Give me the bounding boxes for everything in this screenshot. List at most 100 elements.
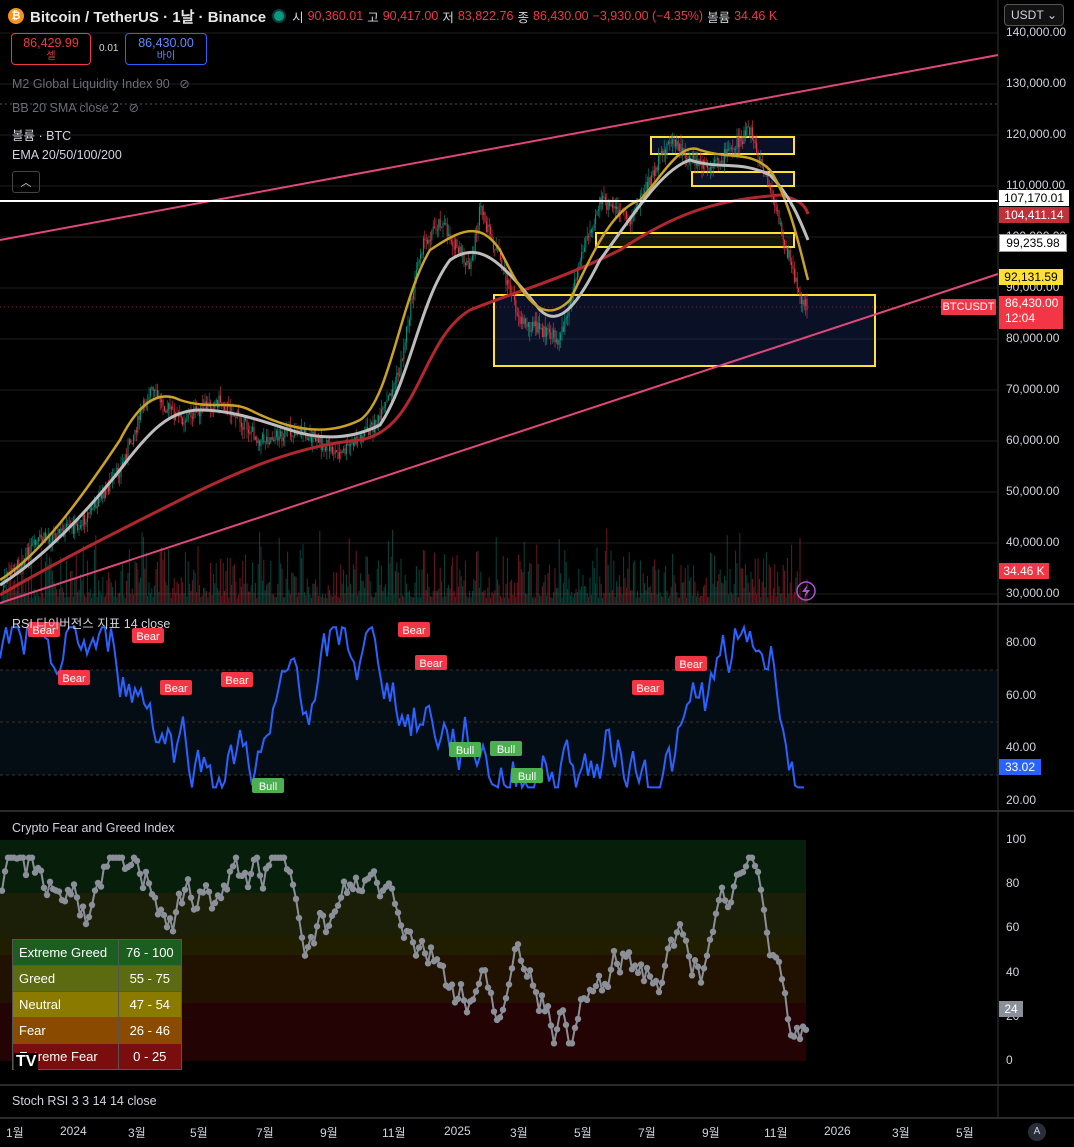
fng-dot bbox=[181, 886, 189, 893]
candle bbox=[742, 141, 744, 144]
eye-hidden-icon[interactable]: ⊘ bbox=[128, 101, 139, 115]
candle bbox=[635, 203, 637, 208]
candle bbox=[760, 158, 762, 163]
candle bbox=[674, 139, 676, 147]
fng-dot bbox=[142, 868, 150, 876]
fng-dot bbox=[349, 885, 357, 893]
candlesticks bbox=[1, 120, 808, 592]
bear-label bbox=[415, 655, 447, 670]
candle bbox=[796, 277, 798, 289]
indicator-ema[interactable]: EMA 20/50/100/200 bbox=[12, 148, 122, 162]
volume-bar bbox=[107, 572, 109, 603]
candle bbox=[567, 316, 569, 318]
volume-bar bbox=[560, 573, 562, 603]
volume-bar bbox=[191, 580, 193, 603]
candle bbox=[519, 316, 521, 324]
candle bbox=[763, 167, 765, 172]
volume-bar bbox=[634, 560, 636, 603]
fng-dot bbox=[748, 854, 756, 861]
candle bbox=[606, 200, 608, 210]
collapse-indicators-button[interactable]: ︿ bbox=[12, 171, 40, 193]
indicator-volume[interactable]: 볼륨 · BTC bbox=[12, 129, 72, 143]
candle bbox=[380, 409, 382, 420]
volume-bar bbox=[274, 596, 276, 603]
fng-dot bbox=[439, 962, 447, 970]
volume-bar bbox=[238, 594, 240, 603]
buy-button[interactable]: 86,430.00 바이 bbox=[125, 33, 207, 65]
channel-upper-line bbox=[0, 54, 999, 241]
fng-dot bbox=[304, 943, 312, 951]
candle bbox=[589, 229, 591, 236]
volume-bar bbox=[236, 597, 238, 603]
volume-bar bbox=[793, 591, 795, 603]
candle bbox=[613, 206, 615, 208]
candle bbox=[561, 326, 563, 334]
volume-bar bbox=[117, 593, 119, 603]
volume-bar bbox=[526, 594, 528, 603]
candle bbox=[798, 288, 800, 293]
volume-bar bbox=[617, 586, 619, 603]
volume-bar bbox=[175, 592, 177, 603]
volume-bar bbox=[383, 587, 385, 603]
bear-label bbox=[632, 680, 664, 695]
candle bbox=[579, 260, 581, 267]
candle bbox=[537, 322, 539, 333]
candle bbox=[701, 160, 703, 169]
fng-dots bbox=[0, 854, 810, 1047]
candle bbox=[211, 407, 213, 410]
volume-bar bbox=[12, 581, 14, 603]
indicator-stoch[interactable]: Stoch RSI 3 3 14 14 close bbox=[12, 1094, 157, 1108]
fng-dot bbox=[640, 977, 648, 985]
tradingview-logo[interactable]: TV bbox=[14, 1053, 39, 1071]
bear-label bbox=[675, 656, 707, 671]
fng-dot bbox=[394, 909, 402, 916]
volume-bar bbox=[249, 591, 251, 603]
volume-bar bbox=[197, 546, 199, 603]
fng-dot bbox=[352, 874, 360, 881]
fng-dot bbox=[535, 1007, 543, 1015]
candle bbox=[467, 260, 469, 263]
volume-bar bbox=[126, 580, 128, 603]
fng-dot bbox=[568, 1040, 576, 1047]
candle bbox=[599, 197, 601, 210]
candle bbox=[252, 426, 254, 432]
candle bbox=[33, 539, 35, 545]
indicator-bb[interactable]: BB 20 SMA close 2 ⊘ bbox=[12, 101, 139, 115]
candle bbox=[491, 233, 493, 241]
auto-scale-button[interactable]: A bbox=[1028, 1123, 1046, 1141]
candle bbox=[565, 317, 567, 321]
indicator-m2[interactable]: M2 Global Liquidity Index 90 ⊘ bbox=[12, 77, 190, 91]
candle bbox=[709, 167, 711, 171]
sell-button[interactable]: 86,429.99 셀 bbox=[11, 33, 91, 65]
candle bbox=[477, 225, 479, 235]
candle bbox=[581, 252, 583, 261]
candle bbox=[495, 247, 497, 250]
volume-bar bbox=[109, 578, 111, 603]
bull-label: Bull bbox=[456, 745, 474, 757]
fng-dot bbox=[670, 942, 678, 949]
fng-dot bbox=[448, 981, 456, 988]
volume-bar bbox=[37, 595, 39, 603]
candle bbox=[463, 251, 465, 264]
volume-bar bbox=[527, 571, 529, 603]
rsi-value-tag: 33.02 bbox=[999, 759, 1041, 775]
candle bbox=[347, 444, 349, 446]
volume-bar bbox=[557, 588, 559, 603]
volume-bar bbox=[99, 590, 101, 603]
indicator-rsi[interactable]: RSI 다이버전스 지표 14 close bbox=[12, 617, 171, 631]
symbol-title[interactable]: Bitcoin / TetherUS · 1날 · Binance bbox=[30, 8, 267, 26]
candle bbox=[677, 140, 679, 151]
volume-bar bbox=[207, 597, 209, 603]
eye-hidden-icon[interactable]: ⊘ bbox=[179, 77, 190, 91]
indicator-fng[interactable]: Crypto Fear and Greed Index bbox=[12, 821, 175, 835]
volume-bar bbox=[141, 532, 143, 603]
volume-bar bbox=[219, 558, 221, 603]
fng-dot bbox=[724, 903, 732, 911]
fng-dot bbox=[667, 936, 675, 943]
time-axis-label: 2026 bbox=[824, 1124, 851, 1138]
volume-bar bbox=[250, 585, 252, 603]
candle bbox=[693, 155, 695, 159]
candle bbox=[550, 332, 552, 339]
currency-select[interactable]: USDT ⌄ bbox=[1004, 4, 1064, 26]
